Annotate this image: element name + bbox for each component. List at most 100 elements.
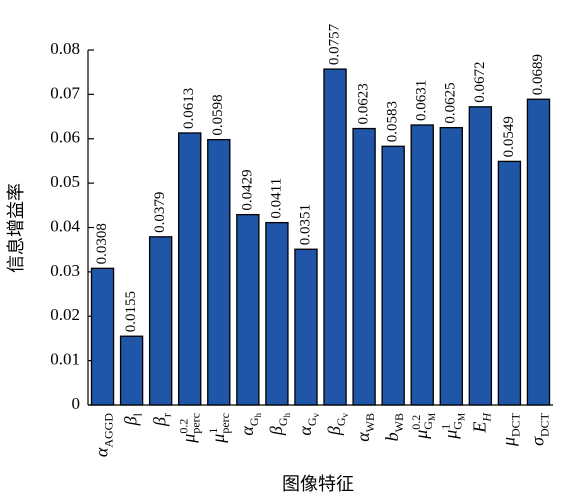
bar <box>468 106 493 406</box>
value-label: 0.0689 <box>530 54 546 95</box>
category-base: b <box>382 432 402 441</box>
value-label: 0.0598 <box>210 94 226 135</box>
x-tick-label: σDCT <box>527 412 551 446</box>
category-sub: DCT <box>537 412 551 437</box>
category-base: α <box>295 426 315 436</box>
category-base: β <box>324 426 344 436</box>
y-tick-label: 0.02 <box>50 305 80 324</box>
category-sub: perc <box>189 413 203 434</box>
category-base: μ <box>179 434 199 444</box>
value-label: 0.0411 <box>268 178 284 219</box>
value-label: 0.0379 <box>152 192 168 233</box>
category-sub: DCT <box>508 412 522 437</box>
x-tick-label: bWB <box>382 413 406 441</box>
value-label: 0.0623 <box>356 83 372 124</box>
category-base: σ <box>527 436 547 446</box>
x-tick-label: μ1GM <box>438 413 466 440</box>
category-sub: G <box>421 421 435 430</box>
category-subsub: v <box>311 413 321 418</box>
bar <box>410 124 434 406</box>
category-subsub: h <box>282 413 292 418</box>
y-tick-label: 0 <box>72 394 81 413</box>
value-label: 0.0757 <box>326 23 342 65</box>
x-tick-label: αGv <box>295 413 321 436</box>
category-subsub: M <box>427 413 437 421</box>
x-tick-label: βr <box>150 413 174 427</box>
bar <box>352 127 376 406</box>
value-label: 0.0613 <box>181 88 197 129</box>
x-tick-label: μDCT <box>498 412 522 447</box>
category-base: μ <box>208 434 228 444</box>
category-sup: 1 <box>206 428 220 434</box>
x-tick-label: βGh <box>266 413 292 437</box>
category-base: α <box>237 426 257 436</box>
category-sup: 0.2 <box>177 419 191 434</box>
category-sub: perc <box>218 413 232 434</box>
category-sup: 0.2 <box>409 415 423 430</box>
x-tick-label: αGh <box>237 413 263 436</box>
category-sub: WB <box>392 413 406 432</box>
category-base: μ <box>440 430 460 440</box>
x-tick-label: αAGGD <box>92 413 116 457</box>
bar <box>178 132 202 406</box>
bar <box>148 236 173 406</box>
bar <box>294 248 318 406</box>
y-tick-label: 0.04 <box>50 216 80 235</box>
bar <box>381 145 405 406</box>
y-tick-label: 0.03 <box>50 261 80 280</box>
category-sub: H <box>479 412 493 423</box>
bar <box>497 160 522 406</box>
bar <box>439 127 463 406</box>
category-subsub: v <box>340 413 350 418</box>
value-label: 0.0672 <box>472 62 488 103</box>
x-tick-label: βGv <box>324 413 350 437</box>
category-base: β <box>266 426 286 436</box>
category-sub: AGGD <box>102 413 116 448</box>
value-label: 0.0155 <box>123 291 139 332</box>
bar <box>526 98 551 406</box>
category-sub: WB <box>363 413 377 432</box>
bar <box>323 68 347 406</box>
bar <box>207 138 231 406</box>
category-base: E <box>469 422 489 434</box>
y-tick-label: 0.07 <box>50 83 80 102</box>
value-label: 0.0351 <box>297 204 313 245</box>
y-tick-label: 0.06 <box>50 128 80 147</box>
value-label: 0.0583 <box>385 101 401 142</box>
x-tick-label: μ0.2perc <box>177 413 203 444</box>
bar <box>265 221 289 406</box>
category-sub: G <box>450 421 464 430</box>
category-base: α <box>353 432 373 442</box>
x-tick-label: μ1perc <box>206 413 232 444</box>
category-base: μ <box>411 430 431 440</box>
category-base: β <box>150 417 170 427</box>
category-sub: G <box>305 417 319 426</box>
x-tick-label: βl <box>121 412 145 426</box>
y-axis-title: 信息增益率 <box>6 183 26 273</box>
category-sup: 1 <box>438 424 452 430</box>
value-label: 0.0308 <box>94 223 110 264</box>
value-label: 0.0625 <box>443 82 459 123</box>
category-subsub: h <box>253 413 263 418</box>
category-base: β <box>121 416 141 426</box>
value-label: 0.0549 <box>501 116 517 157</box>
category-sub: G <box>276 417 290 426</box>
category-sub: G <box>334 417 348 426</box>
x-tick-label: EH <box>469 412 493 434</box>
y-tick-label: 0.08 <box>50 39 80 58</box>
category-sub: l <box>131 412 145 416</box>
category-base: α <box>92 447 112 457</box>
y-tick-label: 0.05 <box>50 172 80 191</box>
category-sub: r <box>160 413 174 417</box>
value-label: 0.0631 <box>414 80 430 121</box>
x-axis-title: 图像特征 <box>282 474 354 494</box>
bar <box>119 335 144 406</box>
bar <box>90 267 115 406</box>
x-tick-label: αWB <box>353 413 377 442</box>
x-tick-label: μ0.2GM <box>409 413 437 440</box>
y-tick-label: 0.01 <box>50 350 80 369</box>
category-sub: G <box>247 417 261 426</box>
bar <box>236 213 260 406</box>
category-base: μ <box>498 437 518 447</box>
